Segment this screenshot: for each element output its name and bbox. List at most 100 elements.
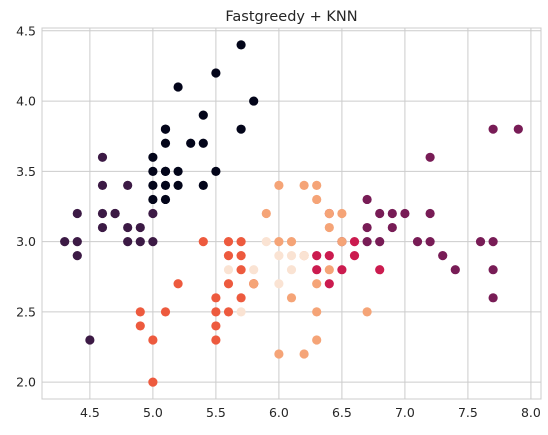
data-point <box>425 152 435 162</box>
data-point <box>223 251 234 261</box>
y-tick-label: 2.5 <box>16 304 36 319</box>
y-tick-label: 3.0 <box>16 234 36 249</box>
data-point <box>312 335 322 345</box>
data-point <box>148 237 158 247</box>
data-point <box>274 349 284 359</box>
data-point <box>198 110 208 120</box>
data-point <box>274 237 284 247</box>
y-tick-label: 4.0 <box>16 94 36 109</box>
data-point <box>312 265 322 275</box>
data-point <box>223 265 234 275</box>
x-tick-label: 7.5 <box>458 405 478 420</box>
data-point <box>135 237 145 247</box>
data-point <box>337 265 347 275</box>
data-point <box>160 138 171 148</box>
plot-frame <box>41 27 542 400</box>
data-point <box>274 279 284 289</box>
data-point <box>135 307 145 317</box>
data-point <box>236 293 246 303</box>
data-point <box>198 237 208 247</box>
data-point <box>236 251 246 261</box>
data-point <box>425 208 435 219</box>
x-tick-label: 5.0 <box>143 405 163 420</box>
data-point <box>97 180 108 190</box>
data-point <box>160 180 171 190</box>
data-point <box>312 279 322 289</box>
chart-title: Fastgreedy + KNN <box>225 9 357 25</box>
x-tick-label: 8.0 <box>521 405 541 420</box>
data-point <box>236 237 246 247</box>
data-point <box>148 377 158 387</box>
data-point <box>349 251 360 261</box>
data-point <box>375 265 385 275</box>
data-point <box>324 279 334 289</box>
data-point <box>223 237 234 247</box>
data-point <box>236 307 246 317</box>
x-tick-label: 6.5 <box>332 405 352 420</box>
data-point <box>337 237 347 247</box>
data-point <box>488 124 498 134</box>
data-point <box>236 40 246 50</box>
data-point <box>72 237 82 247</box>
data-point <box>160 124 171 134</box>
data-point <box>223 279 234 289</box>
y-tick-label: 3.5 <box>16 164 36 179</box>
data-point <box>312 194 322 205</box>
data-point <box>148 166 158 176</box>
data-point <box>475 237 486 247</box>
data-point <box>173 180 183 190</box>
data-point <box>488 293 498 303</box>
data-point <box>324 208 334 219</box>
data-point <box>123 222 133 233</box>
data-point <box>148 152 158 162</box>
data-point <box>375 208 385 219</box>
data-point <box>286 251 297 261</box>
data-point <box>362 194 372 205</box>
data-point <box>425 237 435 247</box>
data-point <box>249 96 259 106</box>
data-points <box>60 40 523 387</box>
data-point <box>186 138 196 148</box>
data-point <box>110 208 120 219</box>
data-point <box>148 208 158 219</box>
data-point <box>387 208 397 219</box>
x-tick-label: 6.0 <box>269 405 289 420</box>
data-point <box>274 180 284 190</box>
y-tick-labels: 2.0 2.5 3.0 3.5 4.0 4.5 <box>16 23 36 389</box>
data-point <box>148 180 158 190</box>
data-point <box>148 335 158 345</box>
data-point <box>450 265 460 275</box>
data-point <box>211 166 221 176</box>
data-point <box>400 208 410 219</box>
data-point <box>324 222 334 233</box>
data-point <box>135 321 145 331</box>
data-point <box>97 222 108 233</box>
data-point <box>488 237 498 247</box>
data-point <box>173 82 183 92</box>
data-point <box>299 251 309 261</box>
x-tick-label: 4.5 <box>80 405 100 420</box>
data-point <box>286 265 297 275</box>
x-tick-label: 5.5 <box>206 405 226 420</box>
data-point <box>261 208 271 219</box>
data-point <box>60 237 70 247</box>
data-point <box>438 251 448 261</box>
data-point <box>312 307 322 317</box>
data-point <box>312 180 322 190</box>
data-point <box>72 208 82 219</box>
data-point <box>324 251 334 261</box>
data-point <box>211 321 221 331</box>
data-point <box>286 237 297 247</box>
data-point <box>198 180 208 190</box>
x-tick-labels: 4.5 5.0 5.5 6.0 6.5 7.0 7.5 8.0 <box>80 405 541 420</box>
data-point <box>85 335 95 345</box>
data-point <box>97 208 108 219</box>
data-point <box>312 251 322 261</box>
data-point <box>72 251 82 261</box>
data-point <box>236 124 246 134</box>
data-point <box>198 138 208 148</box>
data-point <box>160 307 171 317</box>
data-point <box>135 222 145 233</box>
data-point <box>148 194 158 205</box>
y-tick-label: 2.0 <box>16 375 36 390</box>
